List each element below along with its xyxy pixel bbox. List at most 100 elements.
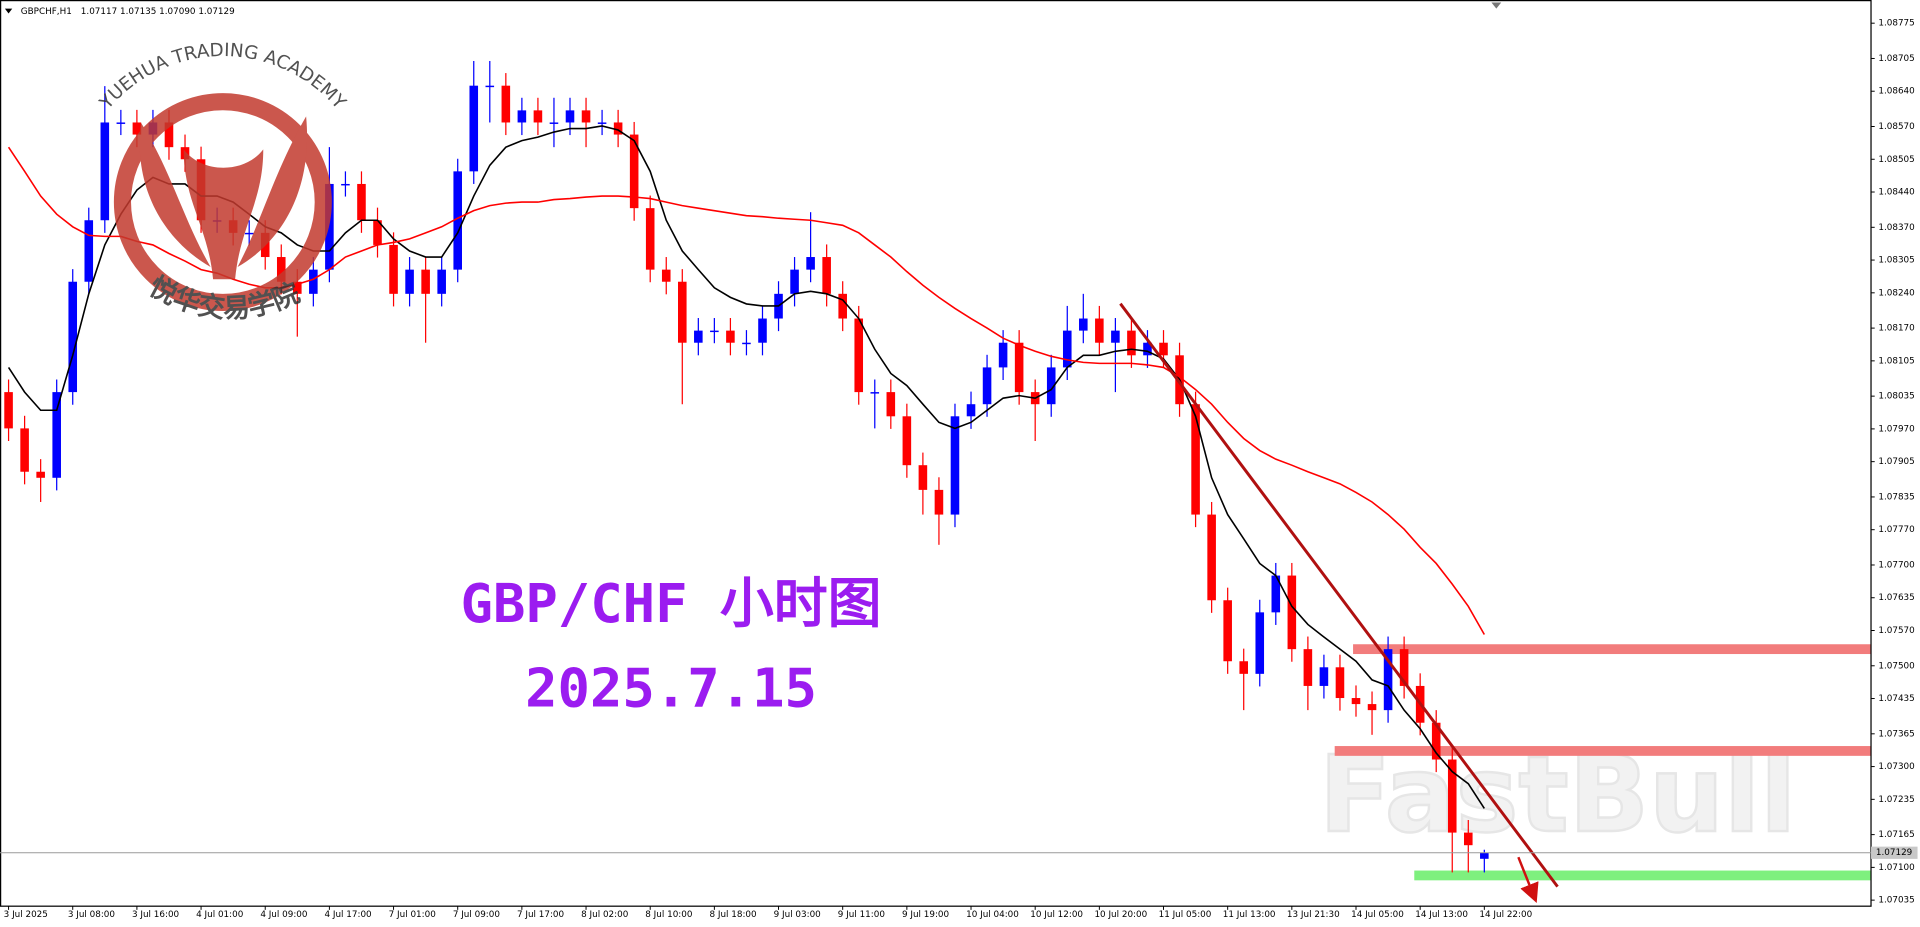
candle-body — [20, 428, 29, 472]
candle-body — [116, 122, 126, 124]
candle-body — [1127, 330, 1136, 356]
x-tick-label: 14 Jul 22:00 — [1479, 910, 1532, 920]
symbol-title: GBPCHF,H1 — [21, 7, 72, 17]
x-tick-label: 14 Jul 05:00 — [1351, 910, 1404, 920]
zones — [1334, 644, 1872, 881]
y-tick-label: 1.07970 — [1878, 424, 1915, 434]
candle-body — [341, 183, 350, 186]
candle-body — [1351, 698, 1361, 705]
candle-body — [822, 257, 831, 294]
candle-body — [437, 269, 446, 294]
x-tick-label: 8 Jul 02:00 — [581, 910, 629, 920]
candle-body — [533, 110, 543, 123]
x-tick-label: 7 Jul 17:00 — [517, 910, 565, 920]
x-tick-label: 10 Jul 04:00 — [966, 910, 1019, 920]
candle-body — [726, 330, 735, 343]
candle-body — [710, 330, 719, 333]
candle-body — [1399, 649, 1409, 686]
y-tick-label: 1.08240 — [1878, 288, 1915, 298]
candle-body — [1095, 318, 1104, 343]
candle-body — [790, 269, 799, 294]
candle-body — [485, 85, 495, 88]
candle-body — [309, 269, 318, 294]
y-tick-label: 1.07835 — [1878, 492, 1914, 502]
candle-body — [100, 122, 110, 221]
candle-body — [1062, 330, 1072, 368]
candle-body — [1383, 649, 1393, 711]
candle-body — [1079, 318, 1088, 331]
x-tick-label: 8 Jul 10:00 — [645, 910, 693, 920]
candle-body — [517, 110, 527, 123]
x-tick-label: 9 Jul 11:00 — [838, 910, 886, 920]
candle-body — [854, 318, 864, 393]
logo-ring — [113, 93, 332, 312]
y-tick-label: 1.07770 — [1878, 525, 1915, 535]
x-tick-label: 9 Jul 03:00 — [774, 910, 822, 920]
menu-marker — [4, 8, 13, 14]
candle-body — [613, 122, 623, 135]
y-tick-label: 1.08570 — [1878, 122, 1915, 132]
candle-body — [1447, 759, 1457, 833]
candle-body — [1303, 649, 1313, 686]
candle-body — [629, 134, 639, 209]
x-tick-label: 14 Jul 13:00 — [1415, 910, 1468, 920]
candle-body — [934, 489, 944, 515]
logo-cup — [183, 149, 264, 280]
x-tick-label: 4 Jul 17:00 — [324, 910, 372, 920]
y-tick-label: 1.08305 — [1878, 256, 1914, 266]
candle-body — [357, 183, 366, 221]
candle-body — [1255, 612, 1265, 674]
candle-body — [276, 257, 286, 282]
quote: 1.07117 1.07135 1.07090 1.07129 — [81, 7, 235, 17]
y-tick-label: 1.07165 — [1878, 830, 1914, 840]
candle-body — [806, 257, 815, 270]
moving-averages — [7, 125, 1486, 809]
candle-body — [1014, 342, 1024, 393]
x-tick-label: 9 Jul 19:00 — [902, 910, 950, 920]
candle-body — [1480, 852, 1489, 859]
moving-average — [7, 125, 1485, 809]
candle-body — [694, 330, 703, 343]
y-tick-label: 1.07500 — [1878, 661, 1915, 671]
candle-body — [1367, 704, 1377, 711]
candle-body — [838, 293, 847, 319]
current-price-label: 1.07129 — [1876, 848, 1912, 858]
candle-body — [661, 269, 671, 282]
y-tick-label: 1.08035 — [1878, 392, 1914, 402]
y-tick-label: 1.08440 — [1878, 188, 1915, 198]
candle-body — [244, 232, 254, 235]
y-tick-label: 1.08170 — [1878, 324, 1915, 334]
moving-average — [7, 146, 1486, 635]
x-tick-label: 3 Jul 16:00 — [132, 910, 180, 920]
x-tick-label: 10 Jul 12:00 — [1030, 910, 1083, 920]
y-tick-label: 1.08705 — [1878, 54, 1914, 64]
candle-body — [501, 85, 511, 123]
x-tick-label: 8 Jul 18:00 — [709, 910, 757, 920]
candle-body — [918, 465, 928, 490]
y-tick-label: 1.07905 — [1878, 457, 1914, 467]
candle-body — [1335, 667, 1345, 699]
y-tick-label: 1.07570 — [1878, 626, 1915, 636]
x-tick-label: 11 Jul 05:00 — [1159, 910, 1212, 920]
y-tick-label: 1.08370 — [1878, 223, 1915, 233]
candle-body — [1159, 342, 1168, 356]
arrow — [1517, 856, 1539, 904]
y-tick-label: 1.08105 — [1878, 356, 1914, 366]
candle-body — [581, 110, 591, 123]
candle-body — [52, 392, 61, 478]
x-tick-label: 7 Jul 01:00 — [389, 910, 437, 920]
candle-body — [1464, 832, 1473, 846]
level-zone — [1334, 746, 1872, 756]
candle-body — [950, 416, 960, 515]
x-tick-label: 10 Jul 20:00 — [1094, 910, 1147, 920]
y-tick-label: 1.08640 — [1878, 87, 1915, 97]
candle-body — [1223, 600, 1232, 662]
y-tick-label: 1.08775 — [1878, 19, 1914, 29]
logo-leaf — [139, 122, 211, 267]
shift-marker — [1491, 2, 1502, 9]
y-tick-label: 1.07300 — [1878, 762, 1915, 772]
level-zone — [1353, 644, 1872, 655]
drawings — [1119, 302, 1559, 904]
x-tick-label: 3 Jul 2025 — [4, 910, 48, 920]
